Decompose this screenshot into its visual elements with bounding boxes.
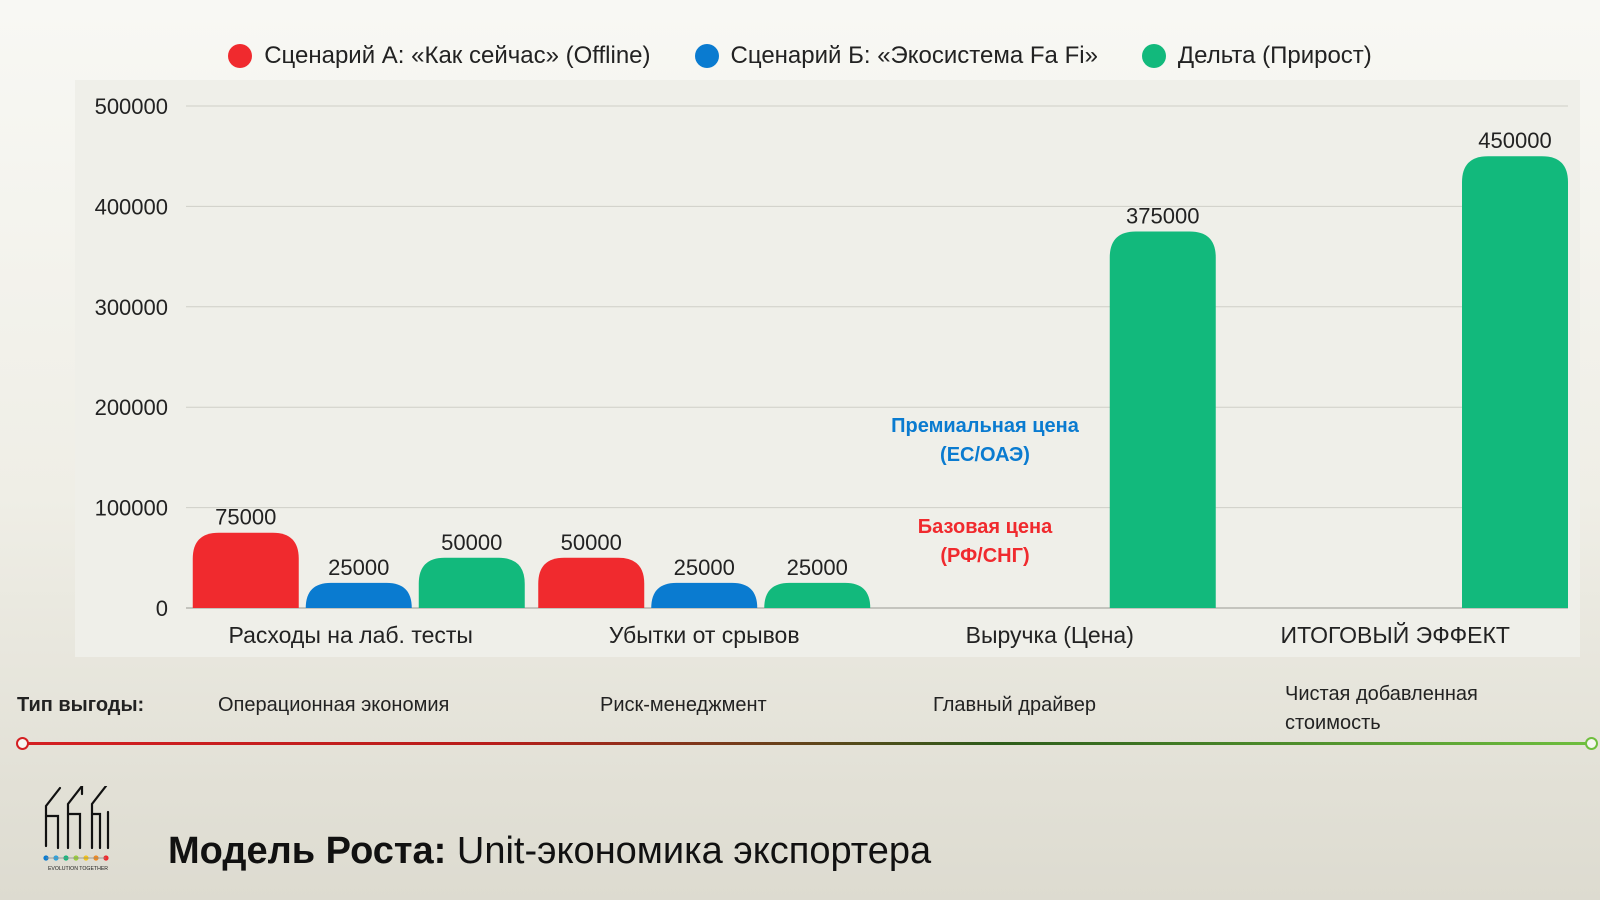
bar	[1462, 156, 1568, 608]
y-tick-label: 100000	[95, 496, 168, 521]
benefit-type-row: Тип выгоды: Операционная экономия Риск-м…	[0, 676, 1600, 736]
y-tick-label: 200000	[95, 395, 168, 420]
data-label: 25000	[328, 555, 389, 580]
page-title-bold: Модель Роста:	[168, 830, 447, 872]
data-label: 25000	[787, 555, 848, 580]
benefit-item-net-value: Чистая добавленная стоимость	[1285, 683, 1478, 734]
y-tick-label: 500000	[95, 94, 168, 119]
bar	[764, 582, 871, 608]
chart-legend: Сценарий А: «Как сейчас» (Offline) Сцена…	[0, 42, 1600, 70]
legend-label-delta: Дельта (Прирост)	[1177, 42, 1372, 69]
bar	[1109, 231, 1216, 608]
legend-label-scenario-b: Сценарий Б: «Экосистема Fa Fi»	[730, 42, 1098, 69]
benefit-item-operational: Операционная экономия	[218, 694, 450, 716]
y-tick-label: 400000	[95, 194, 168, 219]
x-category-label: ИТОГОВЫЙ ЭФФЕКТ	[1281, 621, 1510, 648]
y-tick-label: 300000	[95, 295, 168, 320]
benefit-item-risk: Риск-менеджмент	[600, 694, 767, 716]
timeline-start-cap	[16, 737, 29, 750]
data-label: 450000	[1478, 128, 1551, 153]
data-label: 50000	[561, 530, 622, 555]
annotation-base-line2: (РФ/СНГ)	[940, 545, 1030, 567]
annotation-base-price: Базовая цена (РФ/СНГ)	[855, 513, 1115, 571]
annotation-premium-line1: Премиальная цена	[891, 415, 1079, 437]
legend-swatch-blue	[694, 44, 719, 68]
legend-item-scenario-b: Сценарий Б: «Экосистема Fa Fi»	[694, 42, 1098, 70]
y-tick-label: 0	[156, 596, 168, 621]
bar	[651, 582, 758, 608]
data-label: 50000	[441, 530, 502, 555]
annotation-base-line1: Базовая цена	[917, 516, 1053, 538]
data-label: 75000	[215, 505, 276, 530]
bar-chart: 0 100000 200000 300000 400000 500000 75000 2500…	[95, 94, 1568, 648]
data-label: 25000	[674, 555, 735, 580]
timeline-gradient-line	[22, 742, 1592, 745]
timeline-end-cap	[1585, 737, 1598, 750]
x-category-label: Расходы на лаб. тесты	[229, 622, 473, 648]
bar	[538, 557, 645, 608]
benefit-item-main-driver: Главный драйвер	[933, 694, 1097, 716]
page-title-rest: Unit-экономика экспортера	[446, 830, 932, 872]
annotation-premium-price: Премиальная цена (ЕС/ОАЭ)	[855, 412, 1115, 470]
data-label: 375000	[1126, 204, 1199, 229]
chart-panel	[75, 80, 1580, 657]
bar	[418, 557, 525, 608]
legend-swatch-green	[1141, 44, 1166, 68]
x-category-label: Выручка (Цена)	[966, 622, 1134, 648]
logo-tagline: EVOLUTION TOGETHER	[48, 866, 108, 872]
page-title: Модель Роста: Unit-экономика экспортера	[168, 830, 931, 873]
legend-label-scenario-a: Сценарий А: «Как сейчас» (Offline)	[264, 42, 651, 69]
legend-item-delta: Дельта (Прирост)	[1141, 42, 1372, 70]
legend-swatch-red	[228, 44, 253, 68]
fafi-logo: EVOLUTION TOGETHER	[43, 786, 110, 872]
bar	[192, 532, 299, 608]
bar	[305, 582, 412, 608]
x-category-label: Убытки от срывов	[609, 622, 800, 648]
benefit-type-label: Тип выгоды:	[17, 694, 145, 716]
legend-item-scenario-a: Сценарий А: «Как сейчас» (Offline)	[228, 42, 651, 70]
annotation-premium-line2: (ЕС/ОАЭ)	[940, 444, 1030, 466]
